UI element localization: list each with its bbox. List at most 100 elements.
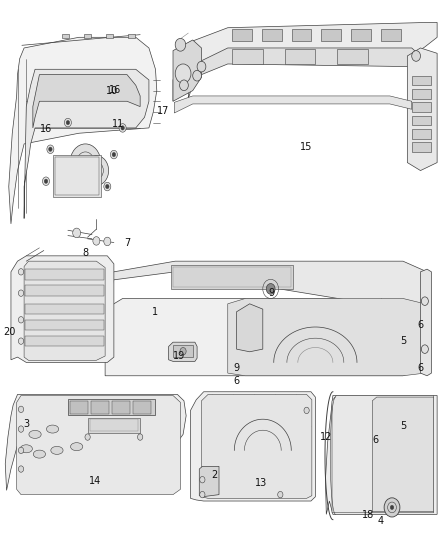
Circle shape: [200, 491, 205, 498]
Circle shape: [421, 345, 428, 353]
Bar: [412, 129, 431, 139]
Text: 2: 2: [212, 471, 218, 480]
Circle shape: [104, 237, 111, 246]
Polygon shape: [199, 466, 219, 497]
Polygon shape: [228, 298, 425, 376]
Circle shape: [138, 434, 143, 440]
Bar: [91, 401, 109, 414]
Bar: [128, 34, 135, 38]
Circle shape: [110, 150, 117, 159]
Circle shape: [18, 406, 24, 413]
Circle shape: [421, 297, 428, 305]
Polygon shape: [191, 392, 315, 501]
Text: 7: 7: [124, 238, 130, 247]
Polygon shape: [17, 395, 180, 495]
Polygon shape: [174, 96, 412, 113]
Bar: [68, 399, 155, 415]
Bar: [171, 265, 293, 289]
Text: 20: 20: [4, 327, 16, 336]
Bar: [412, 116, 431, 125]
Bar: [412, 142, 431, 152]
Circle shape: [180, 80, 188, 91]
Bar: [70, 401, 88, 414]
Ellipse shape: [29, 431, 41, 438]
Circle shape: [104, 182, 111, 191]
Bar: [88, 418, 140, 433]
Text: 6: 6: [233, 376, 240, 386]
Circle shape: [106, 184, 109, 189]
Bar: [381, 29, 401, 41]
Polygon shape: [201, 394, 312, 498]
Circle shape: [18, 466, 24, 472]
Circle shape: [175, 38, 186, 51]
Polygon shape: [237, 304, 263, 352]
Circle shape: [47, 145, 54, 154]
Text: 5: 5: [400, 422, 406, 431]
Polygon shape: [33, 75, 140, 128]
Bar: [412, 102, 431, 112]
Ellipse shape: [33, 450, 46, 458]
Circle shape: [64, 118, 71, 127]
Circle shape: [390, 505, 394, 510]
Polygon shape: [24, 69, 149, 219]
Ellipse shape: [71, 442, 83, 451]
Circle shape: [197, 61, 206, 72]
Circle shape: [83, 159, 88, 166]
Bar: [173, 345, 193, 357]
Bar: [321, 29, 341, 41]
Circle shape: [175, 64, 191, 83]
Bar: [262, 29, 282, 41]
Circle shape: [18, 447, 24, 454]
Text: 6: 6: [417, 363, 424, 373]
Text: 19: 19: [173, 351, 185, 360]
Bar: [337, 49, 368, 64]
Text: 12: 12: [320, 432, 332, 442]
Bar: [84, 34, 91, 38]
Bar: [25, 336, 104, 346]
Bar: [292, 29, 311, 41]
Bar: [173, 267, 291, 287]
Text: 16: 16: [109, 85, 121, 94]
Circle shape: [180, 348, 186, 355]
Text: 10: 10: [106, 86, 118, 95]
Bar: [106, 34, 113, 38]
Ellipse shape: [20, 445, 32, 453]
Text: 4: 4: [377, 516, 383, 526]
Circle shape: [412, 51, 420, 61]
Text: 1: 1: [152, 307, 159, 317]
Polygon shape: [105, 261, 427, 309]
Circle shape: [112, 152, 116, 157]
Circle shape: [384, 498, 400, 517]
Bar: [25, 304, 104, 314]
Circle shape: [18, 338, 24, 344]
Circle shape: [93, 237, 100, 245]
Text: 8: 8: [82, 248, 88, 258]
Polygon shape: [407, 48, 437, 171]
Ellipse shape: [51, 447, 63, 454]
Text: 14: 14: [89, 476, 102, 486]
Bar: [55, 157, 99, 195]
Circle shape: [304, 407, 309, 414]
Circle shape: [70, 144, 101, 181]
Ellipse shape: [46, 425, 59, 433]
Text: 3: 3: [23, 419, 29, 429]
Bar: [351, 29, 371, 41]
Text: 9: 9: [233, 363, 240, 373]
Circle shape: [18, 317, 24, 323]
Circle shape: [73, 228, 81, 238]
Text: 15: 15: [300, 142, 313, 152]
Circle shape: [119, 124, 126, 132]
Polygon shape: [11, 256, 114, 362]
Circle shape: [85, 434, 90, 440]
Circle shape: [193, 70, 201, 81]
Polygon shape: [173, 40, 201, 101]
Bar: [53, 155, 101, 197]
Polygon shape: [5, 394, 186, 490]
Circle shape: [42, 177, 49, 185]
Bar: [90, 419, 138, 431]
Text: 13: 13: [255, 479, 267, 488]
Polygon shape: [188, 48, 420, 99]
Text: 5: 5: [400, 336, 406, 346]
Circle shape: [66, 120, 70, 125]
Polygon shape: [169, 342, 197, 361]
